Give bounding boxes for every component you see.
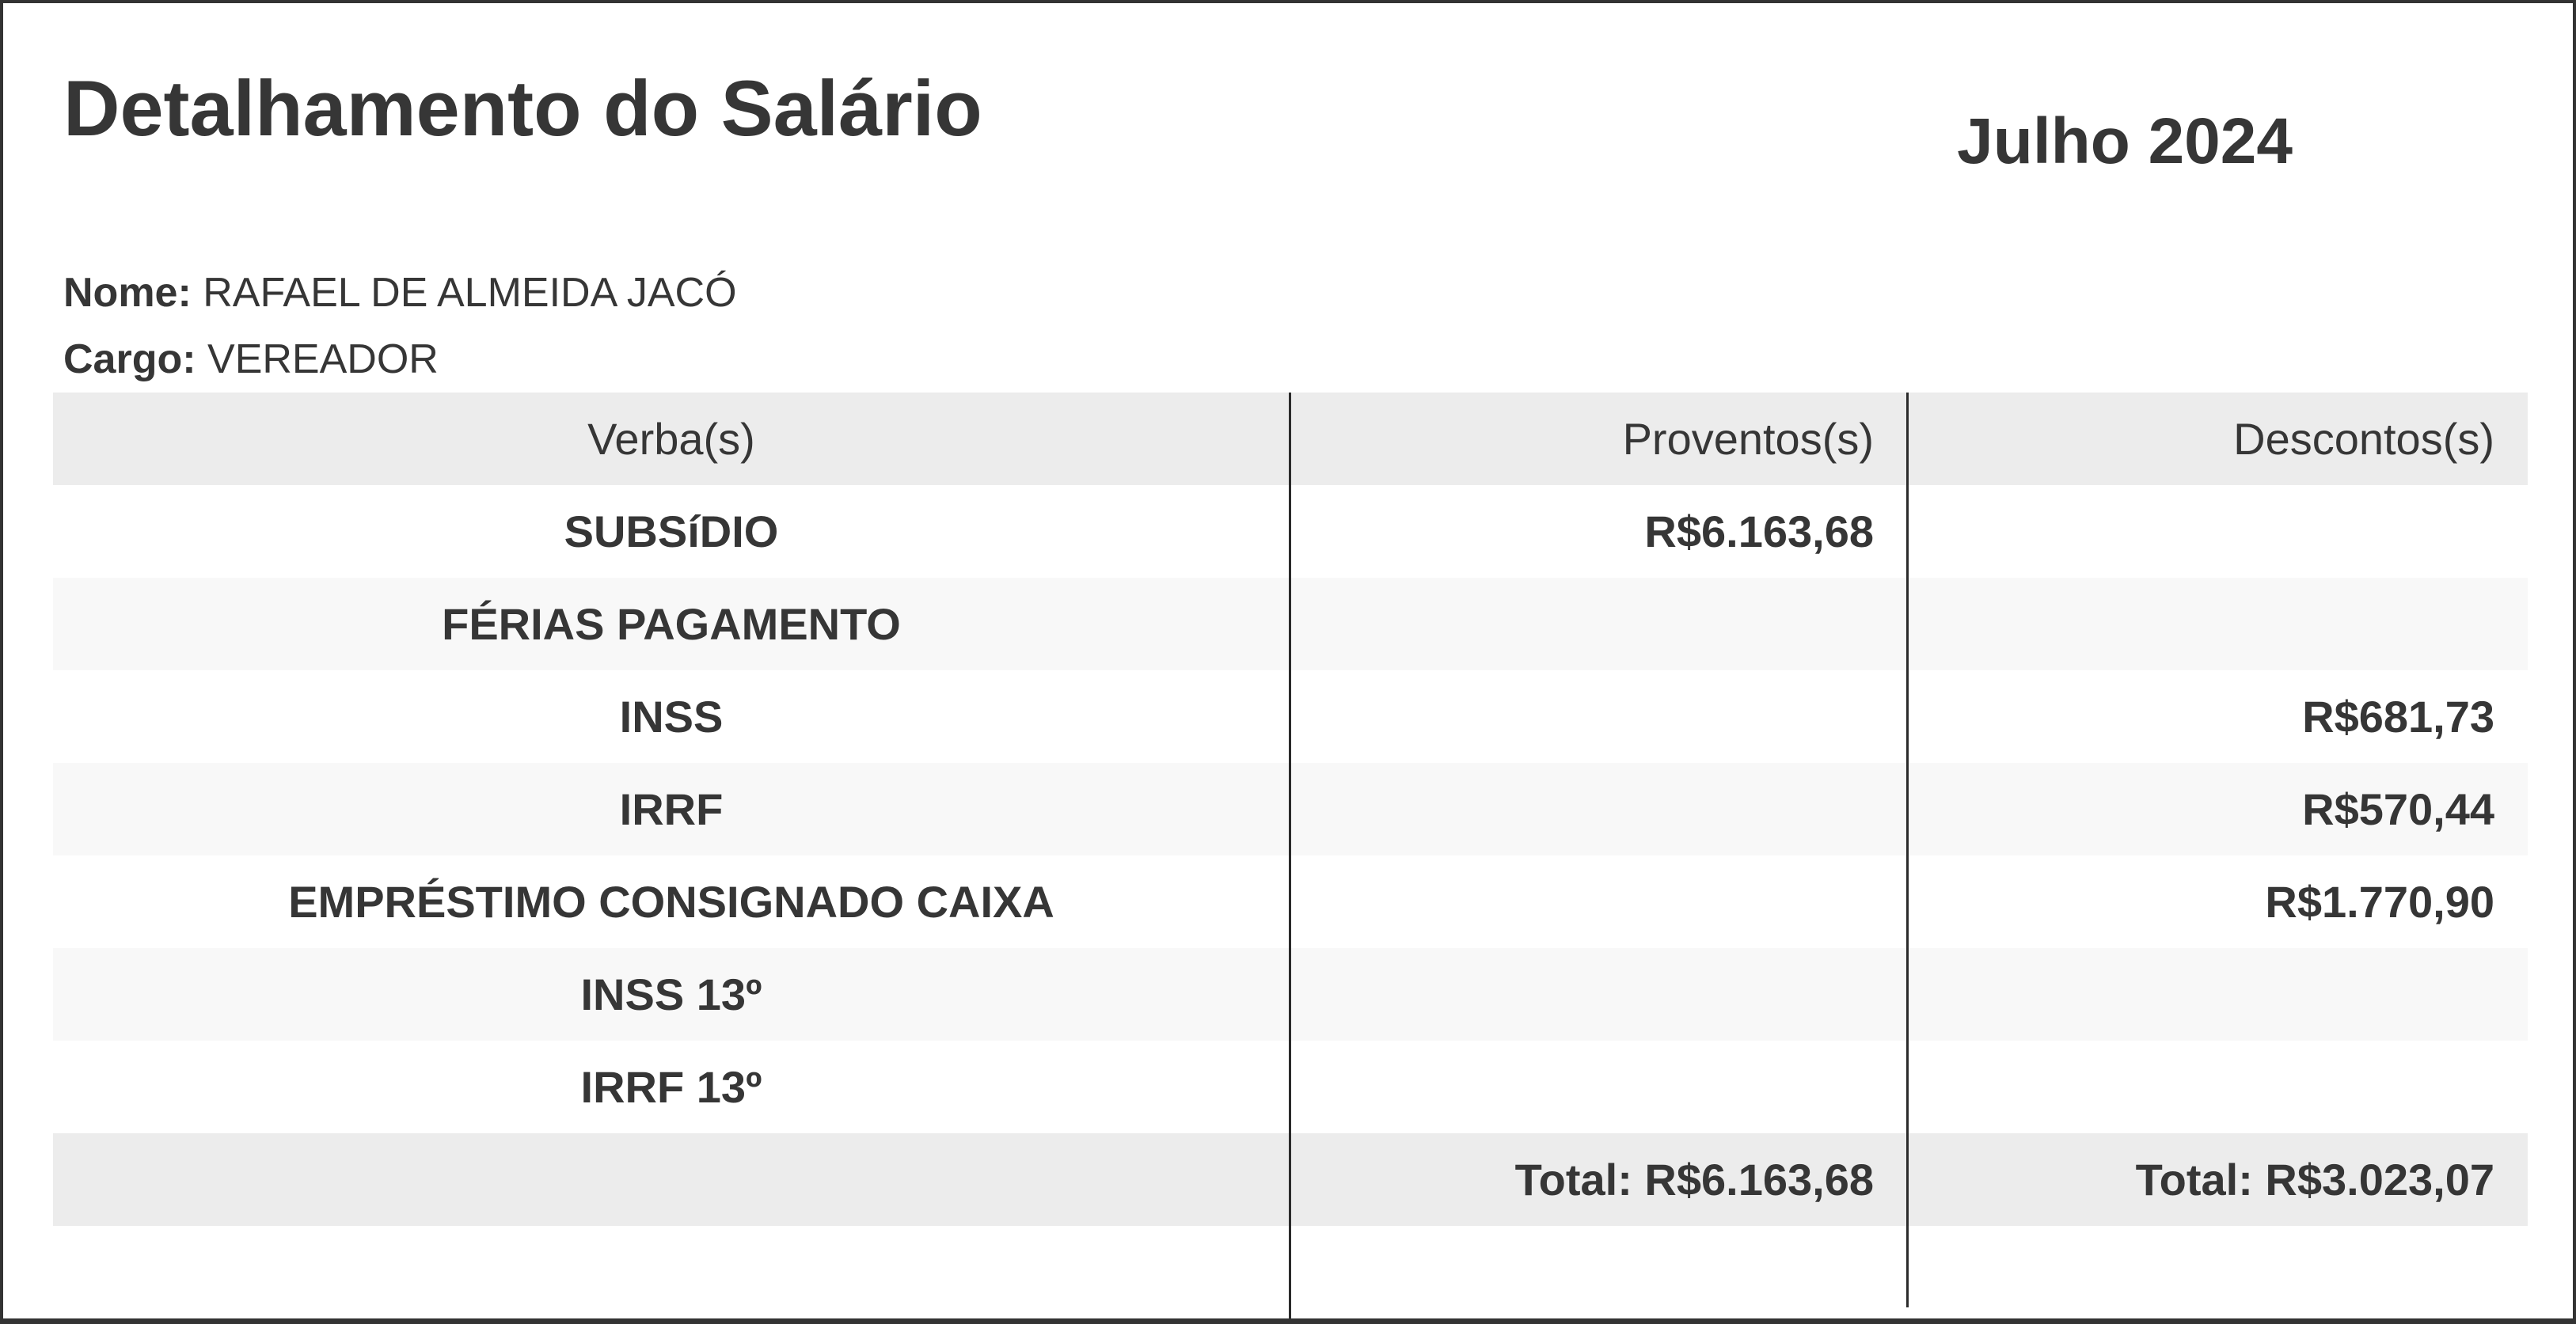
descontos-cell: R$681,73 [2302,692,2494,742]
table-total-row: Total: R$6.163,68 Total: R$3.023,07 [53,1133,2528,1226]
employee-role: VEREADOR [207,336,439,382]
descontos-cell [1907,485,2528,578]
role-label: Cargo: [63,336,196,382]
proventos-cell [1290,855,1907,948]
proventos-cell: R$6.163,68 [1644,506,1874,556]
descontos-cell [1907,578,2528,670]
header-descontos: Descontos(s) [2233,414,2494,464]
page-title: Detalhamento do Salário [63,64,982,152]
verba-cell: EMPRÉSTIMO CONSIGNADO CAIXA [288,877,1054,927]
proventos-cell [1290,948,1907,1041]
period-label: Julho 2024 [1957,105,2293,177]
total-proventos: Total: R$6.163,68 [1514,1155,1874,1204]
proventos-cell [1290,763,1907,855]
proventos-cell [1290,578,1907,670]
proventos-cell [1290,670,1907,763]
descontos-cell [1907,948,2528,1041]
verba-cell: IRRF [619,784,724,834]
employee-name-line: Nome: RAFAEL DE ALMEIDA JACÓ [63,272,737,313]
verba-cell: IRRF 13º [580,1062,762,1112]
employee-name: RAFAEL DE ALMEIDA JACÓ [203,270,737,316]
descontos-cell [1907,1041,2528,1133]
descontos-cell: R$570,44 [2302,784,2494,834]
verba-cell: INSS 13º [580,969,762,1019]
verba-cell: SUBSíDIO [564,506,779,556]
verba-cell: FÉRIAS PAGAMENTO [442,599,901,649]
column-divider-proventos [1289,393,1291,1318]
proventos-cell [1290,1041,1907,1133]
total-descontos: Total: R$3.023,07 [2135,1155,2494,1204]
total-empty-cell [53,1133,1290,1226]
column-divider-descontos [1906,393,1909,1307]
header-verba: Verba(s) [587,414,755,464]
header-proventos: Proventos(s) [1622,414,1874,464]
name-label: Nome: [63,270,192,316]
verba-cell: INSS [619,692,724,742]
descontos-cell: R$1.770,90 [2265,877,2494,927]
employee-role-line: Cargo: VEREADOR [63,339,439,380]
